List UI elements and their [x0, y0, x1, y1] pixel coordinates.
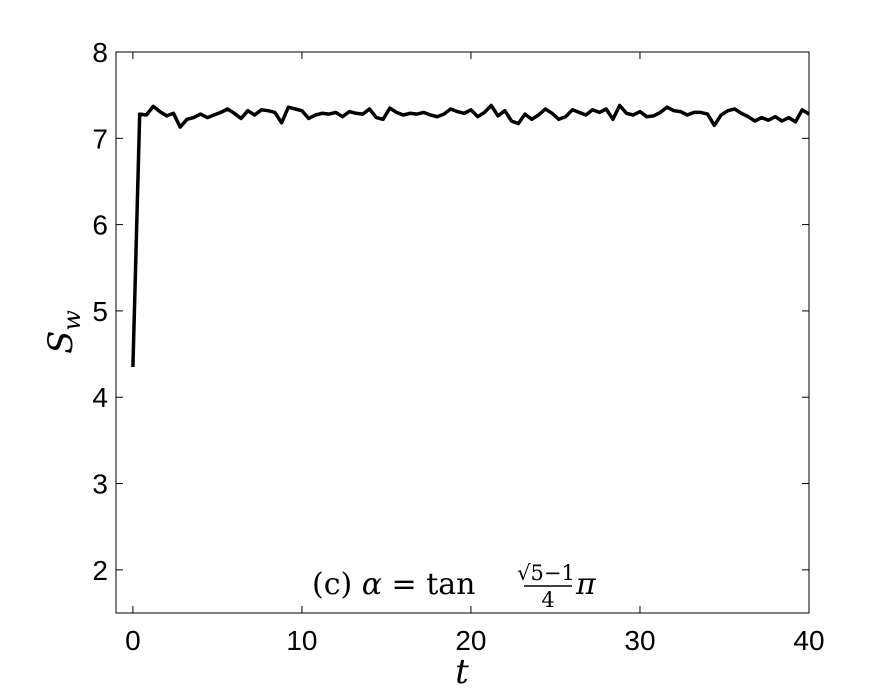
y-axis-label: Sw: [41, 310, 86, 354]
x-tick-label: 30: [624, 625, 655, 656]
x-tick-label: 10: [286, 625, 317, 656]
annotation-func: tan: [426, 567, 475, 602]
annotation-alpha: α: [362, 567, 382, 602]
fraction-numerator: √5−1: [517, 561, 575, 585]
x-axis-ticks: 0 10 20 30 40: [125, 52, 825, 656]
annotation-pi: π: [575, 567, 597, 602]
x-tick-label: 40: [793, 625, 824, 656]
y-tick-label: 4: [92, 382, 108, 413]
y-tick-label: 2: [92, 555, 108, 586]
y-tick-label: 7: [92, 123, 108, 154]
y-tick-label: 8: [92, 37, 108, 68]
x-tick-label: 0: [125, 625, 141, 656]
series-layer: [131, 103, 810, 368]
fraction-sqrt: √: [517, 561, 531, 585]
annotation-prefix: (c): [312, 567, 362, 602]
x-tick-label: 20: [455, 625, 486, 656]
fraction-denominator: 4: [541, 588, 554, 612]
series-line-0: [131, 103, 810, 368]
y-tick-label: 6: [92, 210, 108, 241]
x-axis-label: t: [455, 652, 469, 688]
annotation-lhs: (c) α = tan: [312, 567, 476, 602]
y-tick-label: 5: [92, 296, 108, 327]
plot-area: [115, 51, 810, 614]
fraction-num: 5−1: [531, 561, 575, 585]
y-axis-ticks: 2 3 4 5 6 7 8: [92, 37, 809, 586]
annotation: (c) α = tan √5−1 4 π: [312, 561, 597, 612]
y-axis-label-main: S: [41, 331, 81, 354]
y-axis-label-subscript: w: [58, 310, 86, 331]
annotation-equals: =: [382, 567, 426, 602]
y-tick-label: 3: [92, 469, 108, 500]
